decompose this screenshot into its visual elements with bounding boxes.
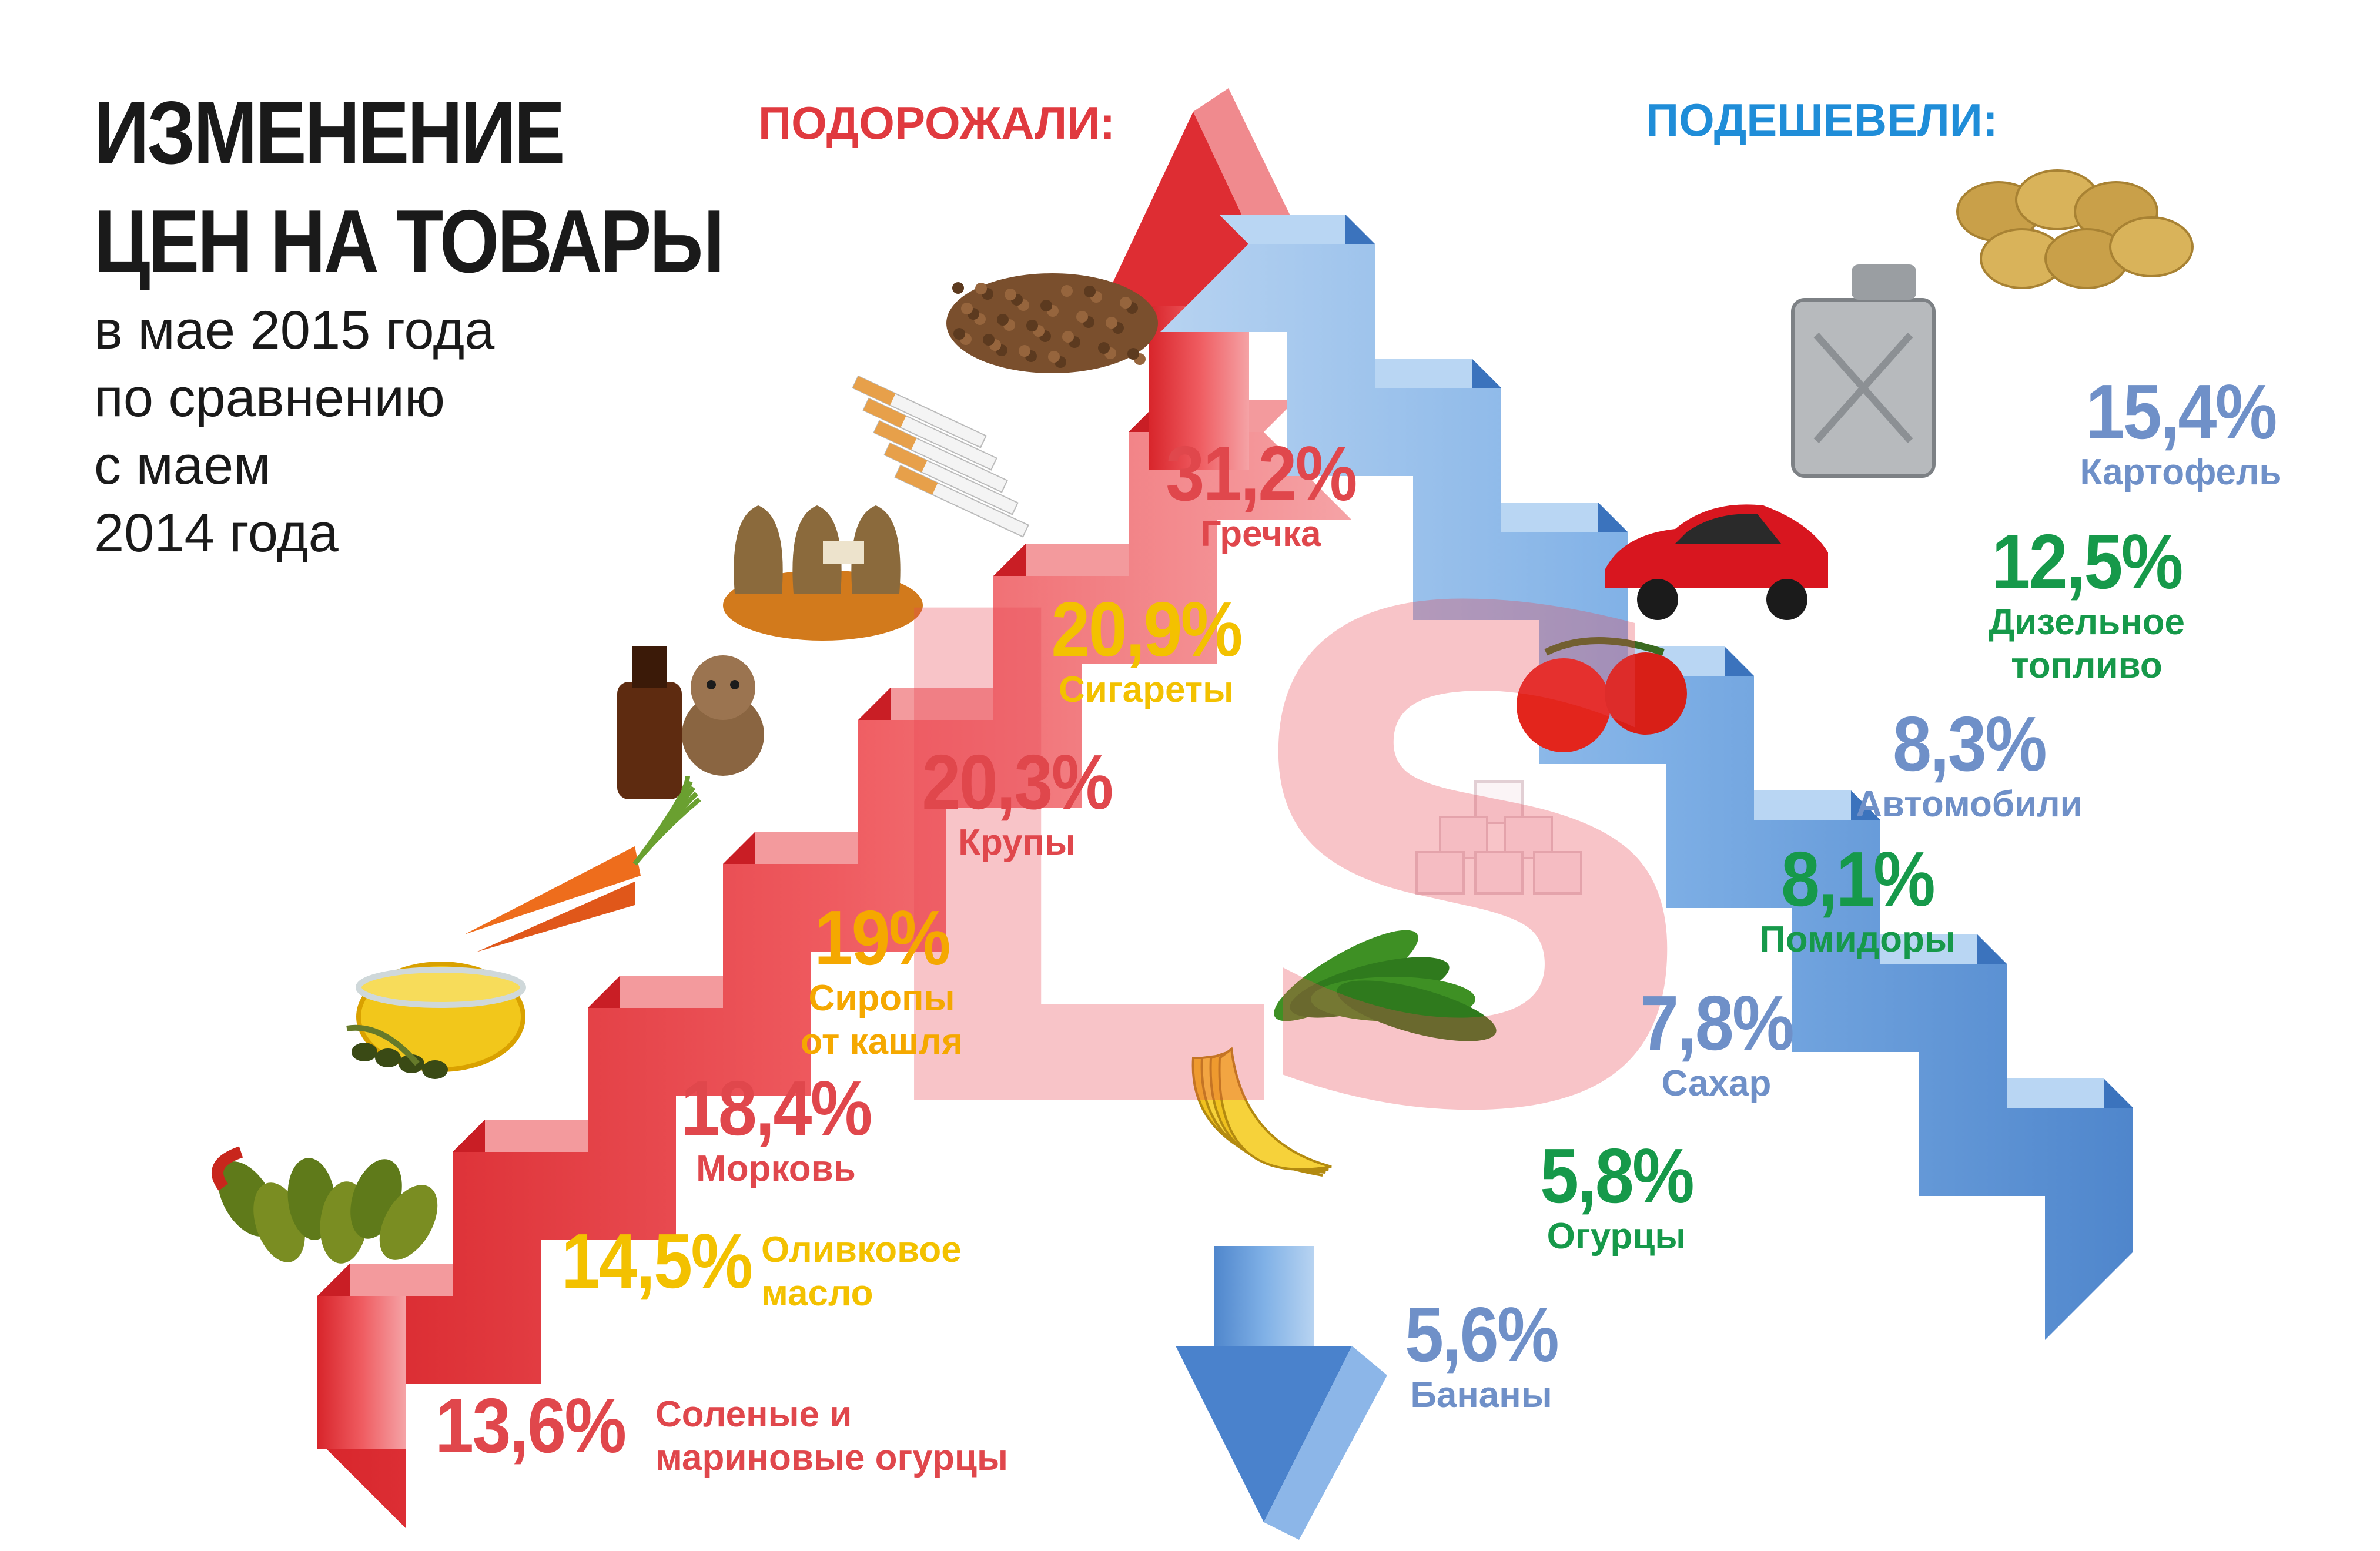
increase-percent: 13,6%	[435, 1382, 627, 1469]
step-top-face	[453, 1120, 620, 1152]
step-top-face	[858, 688, 1026, 720]
increase-percent: 19%	[814, 895, 950, 981]
increase-label: Оливковое масло	[761, 1230, 962, 1314]
decrease-item-potatoes: 15,4% Картофель	[2057, 373, 2304, 494]
increase-item-cough-syrup: 19% Сиропы от кашля	[770, 899, 993, 1064]
increase-percent: 18,4%	[681, 1065, 872, 1151]
product-icons	[212, 169, 2194, 1264]
olive-oil-icon	[346, 962, 526, 1079]
decrease-label: Сахар	[1661, 1063, 1772, 1104]
increase-label: Морковь	[696, 1148, 856, 1189]
decrease-item-diesel: 12,5% Дизельное топливо	[1957, 523, 2216, 688]
increase-item-cigarettes: 20,9% Сигареты	[1023, 591, 1270, 712]
banana-icon	[1191, 1047, 1332, 1177]
decrease-item-sugar: 7,8% Сахар	[1605, 984, 1828, 1106]
decrease-label: Помидоры	[1759, 919, 1956, 960]
potato-icon	[1956, 169, 2194, 289]
decrease-item-cars: 8,3% Автомобили	[1828, 705, 2110, 826]
decrease-percent: 12,5%	[1991, 518, 2183, 605]
decrease-label: Автомобили	[1856, 784, 2083, 825]
decrease-item-tomatoes: 8,1% Помидоры	[1728, 840, 1987, 962]
jerrycan-icon	[1791, 264, 1936, 478]
increase-label: Сигареты	[1058, 669, 1234, 710]
increase-item-buckwheat: 31,2% Гречка	[1137, 435, 1384, 556]
blue-arrow-head	[1176, 1346, 1352, 1522]
step-top-face	[1219, 215, 1375, 244]
buckwheat-icon	[946, 273, 1158, 373]
page-title-line-2: ЦЕН НА ТОВАРЫ	[94, 192, 725, 292]
blue-arrow-head-side	[1264, 1346, 1387, 1540]
increase-label: Сиропы от кашля	[800, 978, 963, 1063]
decrease-item-bananas: 5,6% Бананы	[1370, 1296, 1593, 1417]
decrease-percent: 5,6%	[1405, 1291, 1559, 1378]
decrease-percent: 5,8%	[1540, 1133, 1695, 1219]
step-top-face	[723, 832, 891, 864]
decrease-percent: 8,3%	[1893, 701, 2047, 787]
cucumber-icon	[1274, 930, 1497, 1041]
subtitle-line-1: в мае 2015 года	[94, 300, 495, 360]
tomato-icon	[1517, 637, 1687, 752]
step-top-face	[1472, 503, 1628, 532]
step-top-face	[1345, 359, 1501, 388]
increase-item-carrot: 18,4% Морковь	[664, 1070, 888, 1191]
increase-label: Соленые и мариновые огурцы	[655, 1394, 1008, 1479]
step-top-face	[588, 976, 755, 1008]
sugar-cubes-icon	[1415, 780, 1582, 895]
red-arrow-tail	[317, 1296, 406, 1449]
decrease-label: Огурцы	[1547, 1216, 1686, 1257]
blue-arrow-shaft	[1214, 1246, 1314, 1364]
pickles-icon	[212, 1146, 438, 1264]
increase-percent: 31,2%	[1166, 430, 1357, 517]
grain-sacks-icon	[723, 505, 923, 641]
step-top-face	[317, 1264, 485, 1296]
increase-percent: 14,5%	[561, 1218, 753, 1304]
decreased-heading: ПОДЕШЕВЕЛИ:	[1646, 94, 1998, 146]
increase-item-grains: 20,3% Крупы	[893, 743, 1140, 865]
step-top-face	[1725, 790, 1880, 820]
cigarettes-icon	[852, 375, 1029, 538]
page-title-line-1: ИЗМЕНЕНИЕ	[94, 83, 565, 183]
decrease-item-cucumbers: 5,8% Огурцы	[1505, 1137, 1728, 1258]
decrease-label: Бананы	[1410, 1375, 1552, 1415]
subtitle-line-3: с маем	[94, 436, 271, 495]
increase-label: Крупы	[958, 822, 1076, 863]
increased-heading: ПОДОРОЖАЛИ:	[758, 97, 1116, 149]
carrot-icon	[464, 775, 701, 952]
decrease-percent: 8,1%	[1781, 836, 1936, 922]
step-top-face	[993, 544, 1161, 576]
increase-percent: 20,3%	[922, 739, 1113, 825]
subtitle-line-4: 2014 года	[94, 503, 339, 563]
step-top-face	[1977, 1078, 2133, 1108]
decrease-percent: 15,4%	[2086, 369, 2277, 455]
decrease-label: Картофель	[2080, 452, 2282, 493]
decrease-percent: 7,8%	[1640, 980, 1795, 1066]
cough-syrup-icon	[617, 646, 764, 799]
increase-percent: 20,9%	[1051, 586, 1243, 672]
red-staircase-arrow	[317, 88, 1352, 1528]
step-top-face	[1851, 934, 2007, 964]
red-arrow-shaft	[1149, 306, 1249, 470]
decrease-label: Дизельное топливо	[1988, 602, 2185, 686]
subtitle-line-2: по сравнению	[94, 368, 445, 428]
blue-staircase-arrow	[1160, 215, 2133, 1540]
car-icon	[1605, 504, 1828, 620]
increase-label: Гречка	[1200, 514, 1321, 554]
